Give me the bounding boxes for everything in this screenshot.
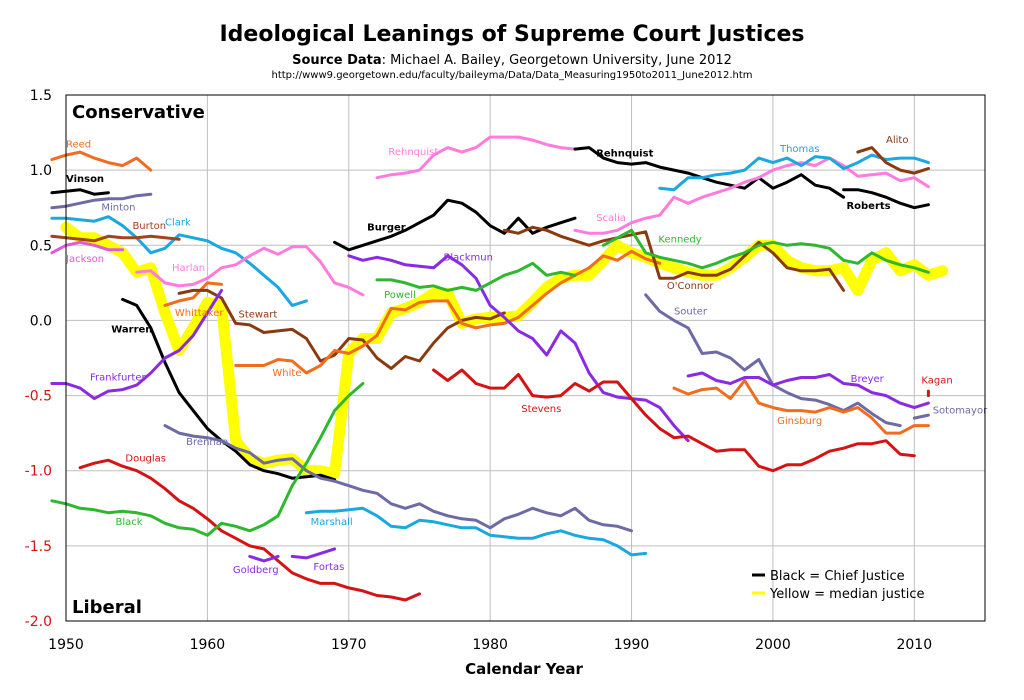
series-line-brennan <box>163 424 633 533</box>
series-label-powell: Powell <box>384 290 416 301</box>
x-axis-label: Calendar Year <box>465 660 583 678</box>
series-label-marshall: Marshall <box>311 517 353 528</box>
series-line-rehnquist-associate <box>375 135 577 180</box>
series-label-minton: Minton <box>101 203 135 214</box>
series-label-black: Black <box>115 517 142 528</box>
series-line-burton <box>50 234 181 243</box>
series-line-breyer <box>686 371 930 410</box>
x-tick-label: 1950 <box>48 637 84 653</box>
x-tick-label: 1960 <box>190 637 226 653</box>
series-line-alito <box>856 146 930 175</box>
series-label-douglas: Douglas <box>125 454 166 465</box>
series-line-minton <box>50 192 153 210</box>
series-line-thomas <box>658 153 930 192</box>
series-line-vinson <box>50 188 110 196</box>
plot-frame <box>65 94 986 622</box>
series-label-jackson: Jackson <box>65 254 104 265</box>
series-line-stevens <box>432 368 916 473</box>
x-tick-label: 2000 <box>755 637 791 653</box>
series-label-burger: Burger <box>367 222 406 233</box>
series-line-kennedy <box>601 228 930 274</box>
grid <box>65 94 985 622</box>
series-line-powell <box>375 261 577 292</box>
x-tick-label: 1970 <box>331 637 367 653</box>
series-line-black <box>50 382 365 537</box>
series-lines <box>50 135 930 602</box>
series-label-alito: Alito <box>886 135 908 146</box>
series-label-goldberg: Goldberg <box>233 565 279 576</box>
x-tick-label: 1990 <box>614 637 650 653</box>
series-line-marshall <box>304 506 648 557</box>
x-tick-label: 1980 <box>472 637 508 653</box>
series-label-burton: Burton <box>132 221 166 232</box>
series-label-breyer: Breyer <box>851 374 885 385</box>
series-label-rehnquist-associate: Rehnquist <box>388 147 438 158</box>
series-label-blackmun: Blackmun <box>443 252 492 263</box>
series-line-blackmun <box>347 254 690 443</box>
y-tick-label: 0.0 <box>30 313 52 329</box>
series-label-frankfurter: Frankfurter <box>90 373 146 384</box>
series-line-white <box>234 249 662 375</box>
series-label-stewart: Stewart <box>238 309 277 320</box>
series-label-brennan: Brennan <box>186 437 228 448</box>
series-line-roberts <box>842 188 930 210</box>
series-label-kagan: Kagan <box>921 376 952 387</box>
series-line-frankfurter <box>50 288 223 401</box>
series-label-harlan: Harlan <box>172 263 205 274</box>
series-label-clark: Clark <box>165 218 191 229</box>
y-tick-label: -0.5 <box>25 389 52 405</box>
chart-subtitle: Source Data: Michael A. Bailey, Georgeto… <box>0 53 1024 68</box>
y-tick-label: -1.0 <box>25 464 52 480</box>
legend-label: Black = Chief Justice <box>770 569 905 584</box>
legend-label: Yellow = median justice <box>769 587 925 602</box>
series-line-jackson <box>50 240 125 255</box>
series-label-reed: Reed <box>66 140 91 151</box>
series-line-clark <box>50 215 308 307</box>
series-label-ginsburg: Ginsburg <box>777 416 822 427</box>
series-label-scalia: Scalia <box>596 213 626 224</box>
series-label-thomas: Thomas <box>779 144 820 155</box>
series-label-vinson: Vinson <box>66 174 104 185</box>
series-label-kennedy: Kennedy <box>658 234 701 245</box>
series-line-scalia <box>573 156 930 235</box>
series-line-reed <box>50 150 153 172</box>
series-line-fortas <box>290 547 337 560</box>
series-label-white: White <box>272 368 301 379</box>
conservative-annotation: Conservative <box>72 102 205 123</box>
series-line-harlan <box>135 245 365 297</box>
series-label-sotomayor: Sotomayor <box>933 406 988 417</box>
y-tick-label: 1.5 <box>30 88 52 104</box>
y-tick-label: -1.5 <box>25 539 52 555</box>
series-line-goldberg <box>248 554 280 563</box>
series-label-warren: Warren <box>111 324 152 335</box>
series-label-stevens: Stevens <box>521 404 561 415</box>
y-tick-label: 0.5 <box>30 238 52 254</box>
y-tick-label: 1.0 <box>30 163 52 179</box>
series-line-stewart <box>177 288 506 370</box>
liberal-annotation: Liberal <box>72 597 142 618</box>
series-line-burger <box>333 198 577 252</box>
series-line-whittaker <box>163 281 223 307</box>
source-url: http://www9.georgetown.edu/faculty/baile… <box>271 70 753 81</box>
subtitle-text: : Michael A. Bailey, Georgetown Universi… <box>381 53 732 68</box>
series-label-rehnquist-chief: Rehnquist <box>596 149 653 160</box>
series-line-o-connor <box>502 225 846 292</box>
series-line-ginsburg <box>672 379 930 435</box>
series-label-souter: Souter <box>674 306 708 317</box>
chart-title: Ideological Leanings of Supreme Court Ju… <box>219 22 805 47</box>
series-label-whittaker: Whittaker <box>175 308 225 319</box>
legend: Black = Chief Justice Yellow = median jus… <box>752 569 925 602</box>
subtitle-label: Source Data <box>292 53 382 68</box>
series-label-o-connor: O'Connor <box>667 281 715 292</box>
axes: 1950 1960 1970 1980 1990 2000 2010 1.5 1.0 0.5 0.0… <box>25 88 986 653</box>
y-tick-label: -2.0 <box>25 614 52 630</box>
series-label-roberts: Roberts <box>846 201 890 212</box>
series-line-rehnquist-chief <box>573 146 846 199</box>
series-line-sotomayor <box>912 413 930 420</box>
x-tick-label: 2010 <box>896 637 932 653</box>
series-label-fortas: Fortas <box>313 562 344 573</box>
series-line-douglas <box>78 458 421 602</box>
